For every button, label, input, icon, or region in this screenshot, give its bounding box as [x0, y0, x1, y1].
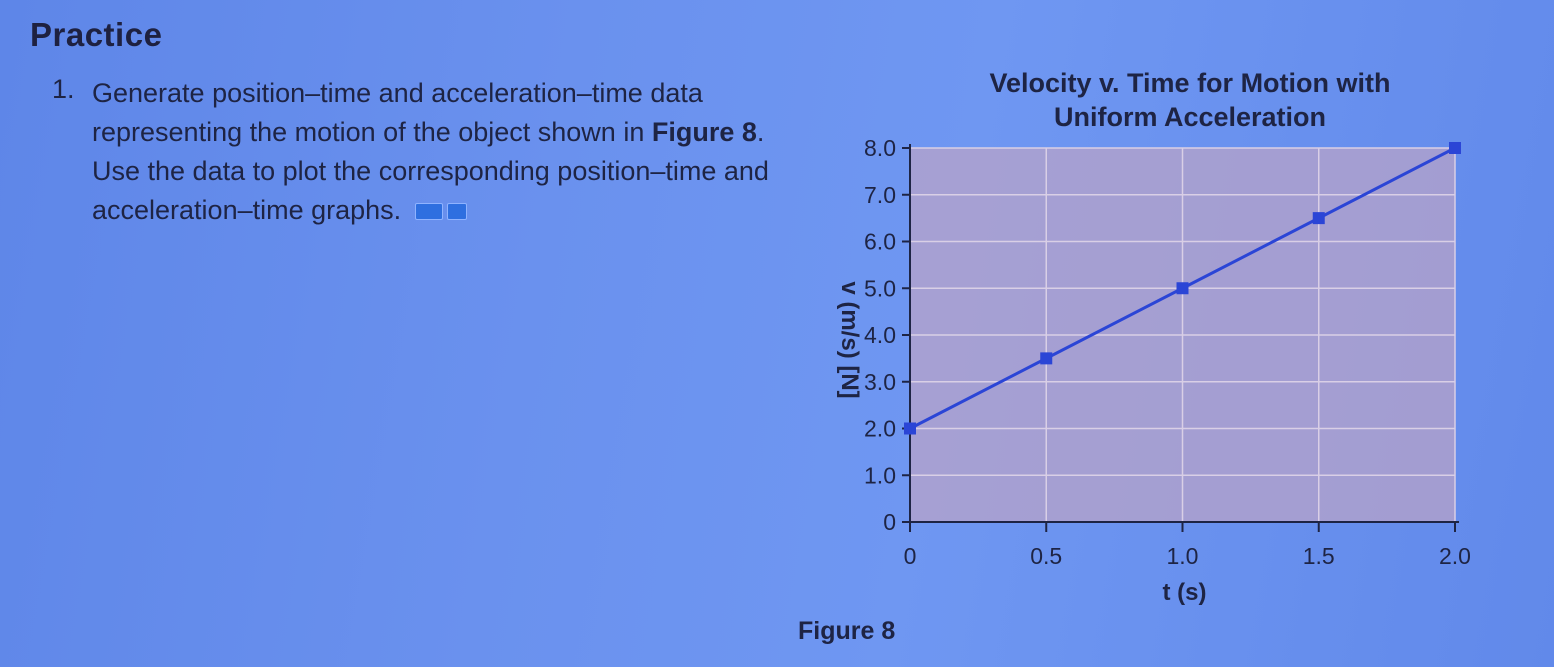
x-tick-label: 1.0 — [1167, 543, 1199, 569]
data-point — [1176, 282, 1189, 295]
y-tick-label: 4.0 — [864, 322, 896, 348]
concept-icon[interactable] — [446, 203, 467, 221]
y-tick-label: 7.0 — [864, 182, 896, 208]
question-text-after: . Use the data to plot the corresponding… — [92, 117, 769, 225]
y-axis-label: v (m/s) [N] — [836, 281, 863, 398]
y-tick-label: 3.0 — [864, 369, 896, 395]
y-tick-label: 8.0 — [864, 135, 896, 161]
study-icon[interactable] — [414, 203, 443, 221]
page-title: Practice — [30, 16, 163, 53]
question-text-before: Generate position–time and acceleration–… — [92, 78, 703, 147]
data-point — [1312, 212, 1325, 225]
chart-title-line-1: Velocity v. Time for Motion with — [989, 68, 1391, 98]
x-tick-label: 0 — [904, 543, 917, 569]
data-point — [1449, 142, 1461, 154]
y-tick-label: 6.0 — [864, 229, 896, 255]
y-tick-label: 2.0 — [864, 416, 896, 442]
question-text: Generate position–time and acceleration–… — [92, 74, 772, 230]
x-tick-label: 1.5 — [1303, 543, 1335, 569]
x-tick-label: 2.0 — [1439, 543, 1471, 569]
chart-title: Velocity v. Time for Motion with Uniform… — [960, 66, 1420, 134]
y-tick-label: 5.0 — [864, 275, 896, 301]
y-tick-label: 0 — [883, 509, 896, 535]
chart-title-line-2: Uniform Acceleration — [1053, 102, 1327, 132]
data-point — [904, 422, 916, 435]
figure-reference-link[interactable]: Figure 8 — [651, 117, 757, 147]
figure-caption: Figure 8 — [798, 617, 896, 645]
data-point — [1040, 352, 1053, 365]
x-tick-label: 0.5 — [1030, 543, 1062, 569]
y-tick-label: 1.0 — [864, 462, 896, 488]
x-axis-label: t (s) — [1163, 579, 1207, 606]
question-number: 1. — [52, 74, 75, 104]
